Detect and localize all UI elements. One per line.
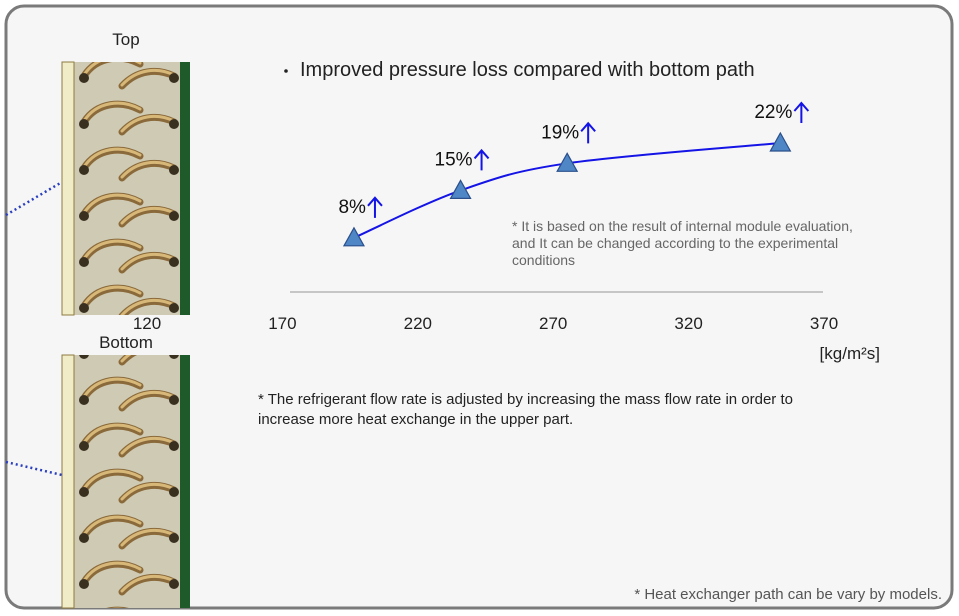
x-tick-label: 220 [404, 314, 432, 333]
top-coil-image [62, 62, 190, 315]
footer-note: * Heat exchanger path can be vary by mod… [560, 586, 942, 603]
x-tick-label: 370 [810, 314, 838, 333]
value-label: 8% [338, 197, 366, 218]
graphics: 120 170 220 270 320 370 8% 15% 19% 22% [0, 0, 959, 616]
image-label: Top [62, 30, 190, 50]
x-tick-label: 320 [674, 314, 702, 333]
bottom-coil-image [62, 355, 190, 608]
note: * The refrigerant flow rate is adjusted … [258, 390, 798, 430]
image-label: Bottom [62, 333, 190, 353]
x-axis-label: [kg/m²s] [760, 344, 880, 364]
chart-annotation: * It is based on the result of internal … [512, 218, 857, 269]
value-label: 15% [435, 149, 473, 170]
x-tick-label: 120 [133, 314, 161, 333]
slide: 120 170 220 270 320 370 8% 15% 19% 22% Top Bottom… [0, 0, 959, 616]
value-label: 22% [754, 102, 792, 123]
value-label: 19% [541, 122, 579, 143]
x-tick-label: 170 [268, 314, 296, 333]
bullet [284, 69, 288, 73]
chart-title: Improved pressure loss compared with bot… [300, 59, 755, 82]
x-tick-label: 270 [539, 314, 567, 333]
